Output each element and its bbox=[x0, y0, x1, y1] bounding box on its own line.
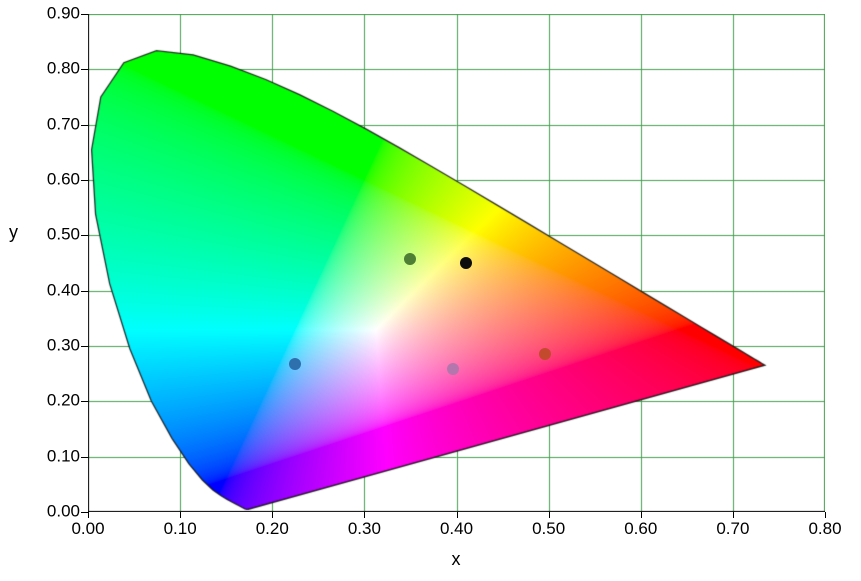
y-tick-mark bbox=[81, 401, 88, 402]
y-tick-label: 0.90 bbox=[46, 3, 80, 23]
data-point-blue bbox=[289, 358, 302, 371]
data-point-magenta bbox=[446, 363, 459, 376]
y-tick-label: 0.40 bbox=[46, 280, 80, 300]
y-tick-mark bbox=[81, 291, 88, 292]
y-tick-label: 0.70 bbox=[46, 114, 80, 134]
x-axis-label: x bbox=[451, 549, 461, 569]
x-tick-mark bbox=[825, 512, 826, 518]
data-point-red bbox=[538, 348, 551, 361]
data-points-layer bbox=[88, 14, 825, 512]
y-tick-mark bbox=[81, 180, 88, 181]
y-tick-mark bbox=[81, 457, 88, 458]
x-tick-label: 0.60 bbox=[624, 519, 658, 538]
plot-area bbox=[88, 14, 825, 512]
x-tick-mark bbox=[272, 512, 273, 518]
x-tick-mark bbox=[549, 512, 550, 518]
x-tick-label: 0.00 bbox=[71, 519, 105, 538]
y-tick-mark bbox=[81, 346, 88, 347]
y-tick-mark bbox=[81, 235, 88, 236]
data-point-black bbox=[459, 257, 472, 269]
x-tick-label: 0.50 bbox=[532, 519, 566, 538]
x-tick-mark bbox=[641, 512, 642, 518]
x-tick-label: 0.70 bbox=[716, 519, 750, 538]
x-tick-mark bbox=[180, 512, 181, 518]
x-tick-mark bbox=[364, 512, 365, 518]
x-tick-mark bbox=[457, 512, 458, 518]
y-tick-mark bbox=[81, 125, 88, 126]
x-tick-label: 0.40 bbox=[439, 519, 474, 538]
y-tick-label: 0.20 bbox=[46, 390, 80, 410]
y-tick-mark bbox=[81, 69, 88, 70]
y-tick-label: 0.80 bbox=[46, 58, 80, 78]
y-tick-label: 0.00 bbox=[46, 501, 80, 521]
chromaticity-diagram-canvas bbox=[88, 14, 825, 512]
data-point-green bbox=[404, 252, 417, 265]
y-tick-label: 0.50 bbox=[46, 224, 80, 244]
y-axis-label: y bbox=[9, 222, 18, 242]
y-tick-label: 0.60 bbox=[46, 169, 80, 189]
y-tick-label: 0.10 bbox=[46, 446, 80, 466]
x-tick-mark bbox=[88, 512, 89, 518]
x-tick-label: 0.30 bbox=[347, 519, 381, 538]
x-tick-label: 0.80 bbox=[808, 519, 842, 538]
y-tick-mark bbox=[81, 14, 88, 15]
y-tick-label: 0.30 bbox=[46, 335, 80, 355]
y-tick-mark bbox=[81, 512, 88, 513]
x-tick-mark bbox=[733, 512, 734, 518]
x-tick-label: 0.20 bbox=[255, 519, 289, 538]
x-tick-label: 0.10 bbox=[163, 519, 197, 538]
